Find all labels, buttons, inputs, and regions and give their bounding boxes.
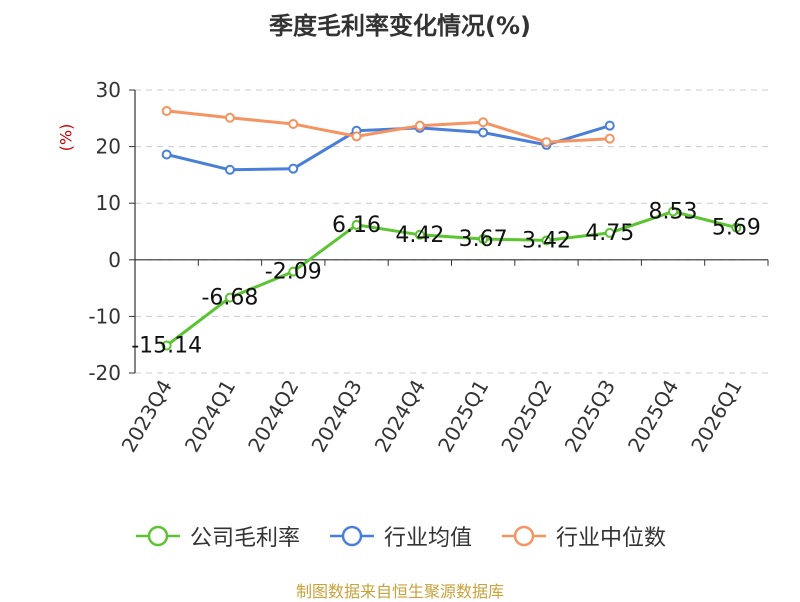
data-point-2 bbox=[224, 112, 235, 123]
legend-item-1[interactable]: 行业均值 bbox=[328, 520, 472, 552]
data-point-2 bbox=[478, 117, 489, 128]
y-tick-label: -10 bbox=[88, 304, 121, 328]
x-tick-label: 2024Q3 bbox=[306, 376, 366, 457]
data-source-note: 制图数据来自恒生聚源数据库 bbox=[295, 582, 504, 601]
series-line-0 bbox=[165, 210, 737, 347]
legend-item-0[interactable]: 公司毛利率 bbox=[134, 520, 300, 552]
data-point-0 bbox=[478, 234, 489, 245]
legend-label: 行业中位数 bbox=[556, 526, 667, 551]
y-tick-label: 0 bbox=[108, 248, 121, 272]
data-label: -15.14 bbox=[131, 333, 202, 358]
data-point-1 bbox=[288, 163, 299, 174]
data-point-2 bbox=[288, 118, 299, 129]
x-tick-label: 2024Q4 bbox=[370, 376, 430, 457]
x-tick-label: 2025Q4 bbox=[623, 376, 683, 457]
data-point-0 bbox=[351, 219, 362, 230]
x-tick-label: 2025Q3 bbox=[560, 376, 620, 457]
y-tick-label: 10 bbox=[96, 191, 121, 215]
data-point-2 bbox=[351, 131, 362, 142]
data-point-0 bbox=[288, 266, 299, 277]
x-tick-label: 2023Q4 bbox=[117, 376, 177, 457]
legend-swatch-icon bbox=[329, 525, 374, 547]
data-point-1 bbox=[161, 149, 172, 160]
data-point-0 bbox=[731, 222, 742, 233]
legend-swatch-icon bbox=[502, 525, 546, 547]
data-label: 5.69 bbox=[712, 216, 761, 241]
data-label: 4.75 bbox=[585, 221, 634, 246]
legend-swatch-icon bbox=[135, 525, 180, 547]
y-tick-label: 20 bbox=[96, 135, 121, 159]
chart-legend: 公司毛利率 行业均值 行业中位数 bbox=[0, 520, 800, 552]
data-label: -6.68 bbox=[201, 286, 258, 311]
data-label: -2.09 bbox=[265, 260, 322, 285]
series-line-2 bbox=[166, 109, 610, 144]
x-tick-label: 2025Q2 bbox=[496, 376, 556, 457]
x-tick-label: 2024Q1 bbox=[180, 376, 240, 457]
data-point-1 bbox=[224, 164, 235, 175]
data-point-0 bbox=[224, 292, 235, 303]
data-point-1 bbox=[478, 127, 489, 138]
data-label: 4.42 bbox=[395, 223, 444, 248]
series-line-1 bbox=[166, 124, 611, 172]
data-point-0 bbox=[541, 235, 552, 246]
data-point-2 bbox=[161, 105, 172, 116]
legend-item-2[interactable]: 行业中位数 bbox=[500, 520, 666, 552]
x-tick-label: 2026Q1 bbox=[686, 376, 746, 457]
data-label: 8.53 bbox=[649, 200, 698, 225]
data-label: 3.67 bbox=[459, 227, 508, 252]
x-tick-label: 2025Q1 bbox=[433, 376, 493, 457]
data-point-2 bbox=[541, 137, 552, 148]
chart-title: 季度毛利率变化情况(%) bbox=[269, 12, 531, 40]
data-point-0 bbox=[414, 229, 425, 240]
x-tick-label: 2024Q2 bbox=[243, 376, 303, 457]
data-label: 6.16 bbox=[332, 213, 381, 238]
data-label: 3.42 bbox=[522, 228, 571, 253]
data-point-2 bbox=[414, 120, 425, 131]
y-tick-label: 30 bbox=[96, 78, 121, 102]
data-point-2 bbox=[604, 133, 615, 144]
data-point-0 bbox=[604, 227, 615, 238]
legend-label: 行业均值 bbox=[383, 526, 472, 551]
data-point-0 bbox=[668, 206, 679, 217]
data-point-1 bbox=[604, 120, 615, 131]
legend-label: 公司毛利率 bbox=[189, 526, 300, 551]
y-tick-label: -20 bbox=[88, 361, 121, 385]
data-point-0 bbox=[161, 340, 172, 351]
